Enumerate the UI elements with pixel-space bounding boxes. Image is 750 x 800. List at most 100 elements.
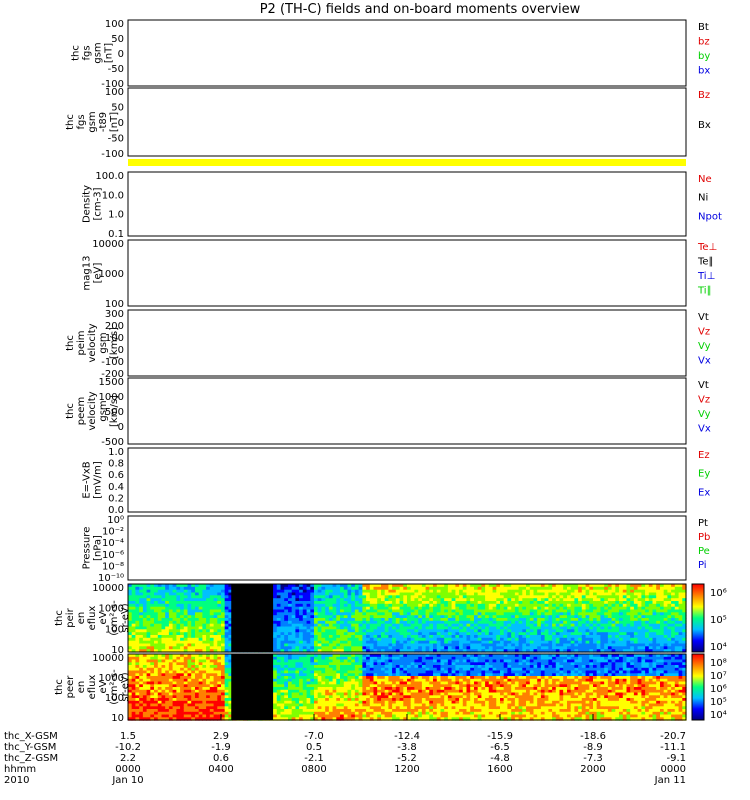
- spectrogram-cell: [656, 632, 661, 636]
- spectrogram-cell: [221, 635, 226, 639]
- spectrogram-cell: [455, 612, 460, 616]
- spectrogram-cell: [280, 665, 285, 669]
- spectrogram-cell: [325, 612, 330, 616]
- spectrogram-cell: [172, 649, 177, 653]
- spectrogram-cell: [161, 684, 166, 688]
- spectrogram-cell: [217, 618, 222, 622]
- spectrogram-cell: [347, 637, 352, 642]
- spectrogram-cell: [306, 586, 311, 591]
- spectrogram-cell: [157, 684, 163, 688]
- spectrogram-cell: [161, 711, 166, 716]
- spectrogram-cell: [492, 640, 497, 645]
- spectrogram-cell: [633, 598, 639, 602]
- spectrogram-cell: [552, 629, 557, 633]
- spectrogram-cell: [630, 615, 635, 619]
- spectrogram-cell: [299, 673, 304, 677]
- spectrogram-cell: [581, 640, 587, 645]
- spectrogram-cell: [626, 592, 631, 596]
- spectrogram-cell: [678, 601, 683, 605]
- spectrogram-cell: [273, 659, 278, 663]
- spectrogram-cell: [172, 629, 177, 633]
- spectrogram-cell: [135, 626, 140, 630]
- spectrogram-cell: [630, 592, 635, 596]
- spectrogram-cell: [273, 623, 278, 628]
- spectrogram-cell: [142, 589, 148, 594]
- spectrogram-cell: [340, 598, 345, 602]
- spectrogram-cell: [168, 687, 174, 691]
- spectrogram-cell: [492, 646, 497, 650]
- spectrogram-cell: [273, 681, 278, 685]
- spectrogram-cell: [209, 678, 215, 683]
- spectrogram-cell: [529, 603, 535, 608]
- spectrogram-cell: [485, 603, 490, 608]
- spectrogram-cell: [611, 629, 616, 633]
- spectrogram-cell: [131, 589, 136, 594]
- spectrogram-cell: [436, 601, 442, 605]
- spectrogram-cell: [180, 717, 185, 721]
- spectrogram-cell: [347, 646, 352, 650]
- spectrogram-cell: [622, 640, 628, 645]
- spectrogram-cell: [552, 623, 557, 628]
- spectrogram-cell: [187, 695, 192, 699]
- spectrogram-cell: [369, 603, 375, 608]
- spectrogram-cell: [555, 609, 561, 613]
- spectrogram-cell: [358, 632, 363, 636]
- spectrogram-cell: [314, 692, 319, 696]
- spectrogram-cell: [436, 598, 442, 602]
- spectrogram-cell: [377, 646, 382, 650]
- spectrogram-cell: [310, 662, 315, 666]
- spectrogram-cell: [161, 586, 166, 591]
- spectrogram-cell: [280, 637, 285, 642]
- spectrogram-cell: [213, 635, 218, 639]
- spectrogram-cell: [600, 629, 605, 633]
- spectrogram-cell: [280, 714, 285, 718]
- spectrogram-cell: [645, 595, 650, 599]
- spectrogram-cell: [671, 603, 676, 608]
- spectrogram-cell: [157, 632, 163, 636]
- spectrogram-cell: [302, 640, 308, 645]
- spectrogram-cell: [503, 592, 508, 596]
- spectrogram-cell: [418, 609, 423, 613]
- spectrogram-cell: [321, 678, 326, 683]
- spectrogram-cell: [388, 589, 393, 594]
- spectrogram-cell: [142, 640, 148, 645]
- spectrogram-cell: [563, 586, 568, 591]
- spectrogram-cell: [462, 637, 468, 642]
- spectrogram-cell: [228, 649, 233, 653]
- spectrogram-cell: [187, 595, 192, 599]
- spectrogram-cell: [503, 632, 508, 636]
- spectrogram-cell: [280, 703, 285, 707]
- spectrogram-cell: [384, 637, 389, 642]
- spectrogram-cell: [332, 612, 337, 616]
- spectrogram-cell: [392, 618, 397, 622]
- spectrogram-cell: [429, 632, 434, 636]
- spectrogram-cell: [176, 629, 181, 633]
- spectrogram-cell: [414, 635, 419, 639]
- spectrogram-cell: [648, 592, 654, 596]
- spectrogram-cell: [615, 623, 620, 628]
- spectrogram-cell: [142, 714, 148, 718]
- spectrogram-cell: [500, 637, 505, 642]
- spectrogram-cell: [607, 620, 613, 625]
- spectrogram-cell: [284, 676, 289, 680]
- spectrogram-cell: [540, 598, 546, 602]
- spectrogram-cell: [585, 646, 590, 650]
- spectrogram-cell: [674, 637, 680, 642]
- spectrogram-cell: [574, 601, 579, 605]
- spectrogram-cell: [314, 656, 319, 661]
- spectrogram-cell: [332, 618, 337, 622]
- spectrogram-cell: [165, 584, 170, 588]
- spectrogram-cell: [347, 620, 352, 625]
- spectrogram-cell: [555, 620, 561, 625]
- spectrogram-cell: [131, 703, 136, 707]
- spectrogram-cell: [537, 586, 542, 591]
- spectrogram-cell: [131, 695, 136, 699]
- spectrogram-cell: [284, 681, 289, 685]
- tick-label: 0: [118, 422, 124, 433]
- spectrogram-cell: [306, 714, 311, 718]
- spectrogram-cell: [388, 584, 393, 588]
- spectrogram-cell: [180, 673, 185, 677]
- spectrogram-cell: [328, 601, 334, 605]
- spectrogram-cell: [288, 623, 293, 628]
